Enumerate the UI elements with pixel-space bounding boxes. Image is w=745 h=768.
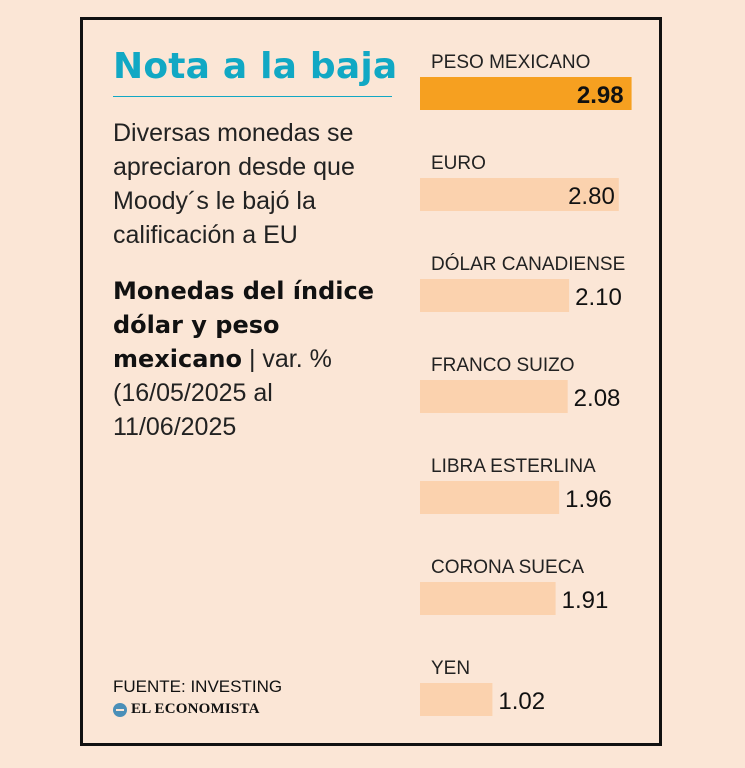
value-label: 2.98: [577, 82, 624, 109]
brand-name: EL ECONOMISTA: [131, 701, 260, 717]
value-label: 1.96: [565, 486, 612, 513]
chart-description: Monedas del índice dólar y peso mexicano…: [113, 274, 393, 444]
value-label: 1.02: [498, 688, 545, 715]
category-label: PESO MEXICANO: [431, 52, 590, 73]
infographic-frame: [80, 17, 662, 746]
category-label: LIBRA ESTERLINA: [431, 456, 596, 477]
bar: [420, 178, 619, 211]
chart-subtitle: Diversas monedas se apreciaron desde que…: [113, 119, 355, 249]
bar: [420, 380, 568, 413]
bar: [420, 279, 570, 312]
source-note: FUENTE: INVESTING: [113, 677, 283, 696]
bar: [420, 77, 632, 110]
category-label: YEN: [431, 658, 470, 679]
title-rule: [113, 96, 392, 97]
brand-logo-icon: [113, 702, 127, 717]
value-label: 1.91: [562, 587, 609, 614]
category-label: EURO: [431, 153, 486, 174]
bar: [420, 582, 556, 615]
brand-logo: EL ECONOMISTA: [113, 701, 260, 718]
bar: [420, 481, 560, 514]
description-bold: Monedas del índice dólar y peso mexicano: [113, 277, 375, 373]
value-label: 2.08: [574, 385, 621, 412]
bar: [420, 683, 493, 716]
category-label: CORONA SUECA: [431, 557, 584, 578]
value-label: 2.10: [575, 284, 622, 311]
category-label: FRANCO SUIZO: [431, 355, 575, 376]
category-label: DÓLAR CANADIENSE: [431, 253, 625, 275]
chart-title: Nota a la baja: [113, 46, 398, 87]
description-rest: | var. % (16/05/2025 al 11/06/2025: [113, 345, 332, 441]
value-label: 2.80: [568, 183, 615, 210]
